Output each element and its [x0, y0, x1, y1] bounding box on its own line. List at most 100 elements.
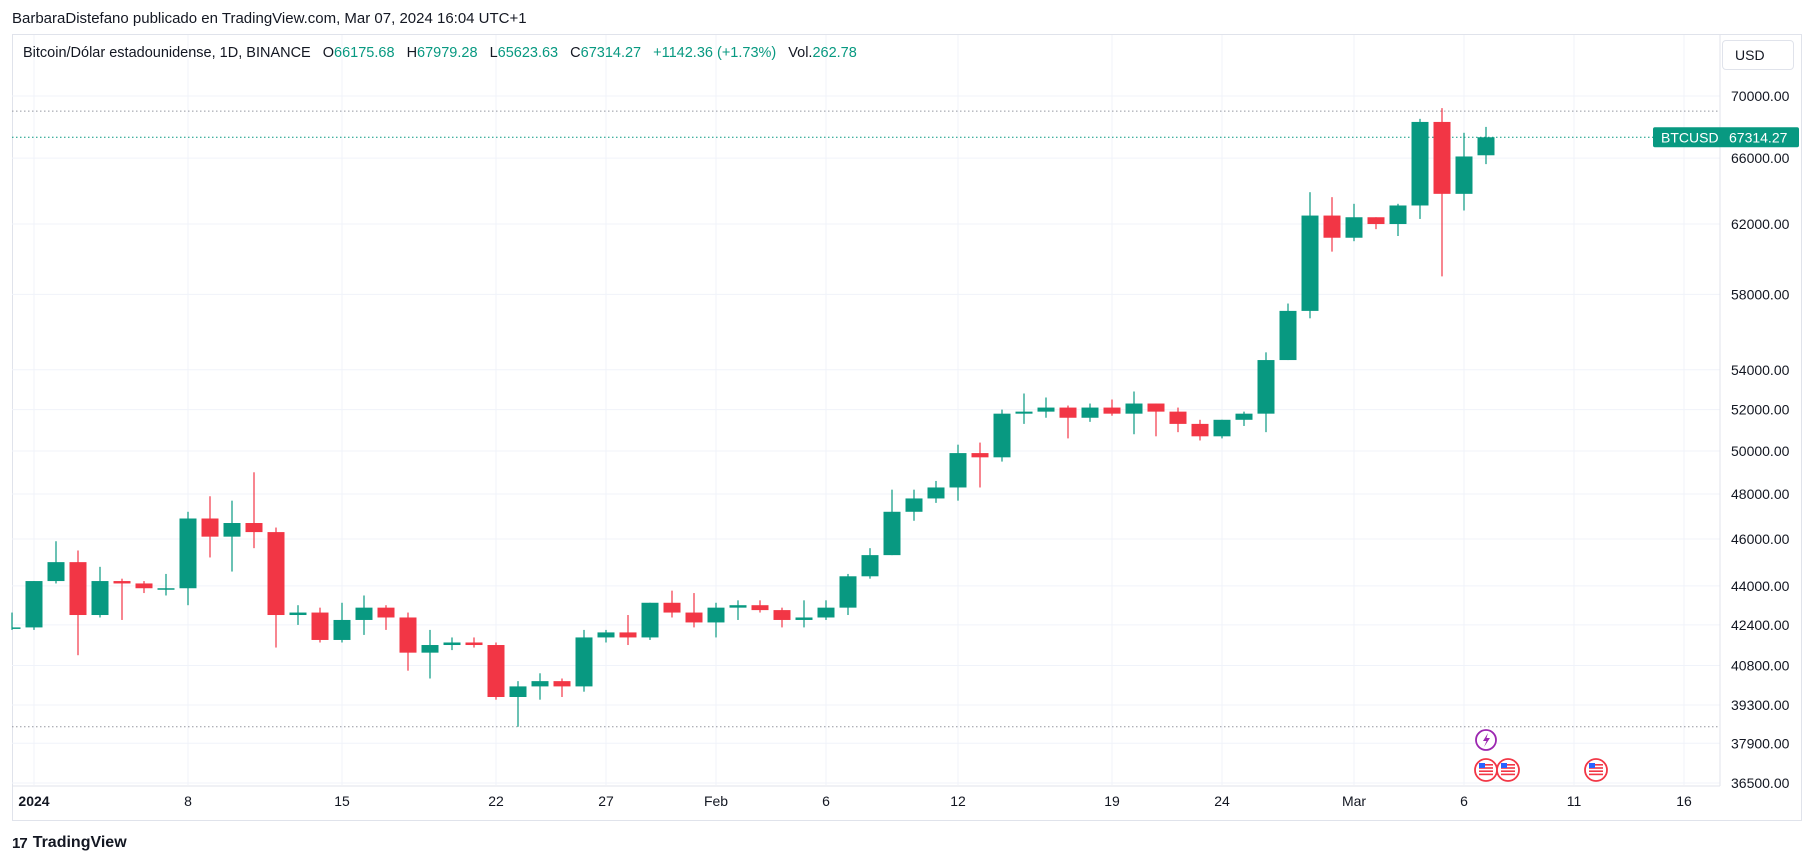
- candle[interactable]: [641, 602, 659, 640]
- candle[interactable]: [949, 444, 967, 501]
- price-tick-label: 46000.00: [1731, 531, 1790, 547]
- price-tick-label: 58000.00: [1731, 286, 1790, 302]
- candle[interactable]: [487, 642, 505, 700]
- candle[interactable]: [971, 442, 989, 488]
- candle[interactable]: [91, 566, 109, 618]
- change-value: +1142.36 (+1.73%): [653, 45, 777, 61]
- candle[interactable]: [1279, 303, 1297, 361]
- candle[interactable]: [223, 500, 241, 572]
- us-flag-icon[interactable]: [1584, 758, 1608, 782]
- time-tick-label: 15: [334, 793, 350, 809]
- candle[interactable]: [531, 673, 549, 700]
- candle[interactable]: [685, 593, 703, 628]
- candle[interactable]: [333, 602, 351, 643]
- candle[interactable]: [245, 472, 263, 549]
- candle-body: [1301, 215, 1319, 311]
- candle[interactable]: [113, 578, 131, 620]
- candle-body: [179, 518, 197, 589]
- candle[interactable]: [1455, 132, 1473, 211]
- candle[interactable]: [993, 409, 1011, 462]
- candle[interactable]: [47, 541, 65, 584]
- symbol-description[interactable]: Bitcoin/Dólar estadounidense, 1D, BINANC…: [23, 45, 311, 61]
- candle[interactable]: [1477, 126, 1495, 165]
- candle[interactable]: [839, 573, 857, 616]
- volume-value: 262.78: [812, 45, 857, 61]
- time-tick-label: 6: [822, 793, 830, 809]
- candle[interactable]: [1103, 399, 1121, 416]
- candle[interactable]: [25, 581, 43, 630]
- candle[interactable]: [1235, 411, 1253, 426]
- candle[interactable]: [773, 607, 791, 628]
- candle-body: [1191, 423, 1209, 437]
- candle[interactable]: [465, 637, 483, 648]
- candle[interactable]: [1191, 419, 1209, 441]
- time-tick-label: 24: [1214, 793, 1230, 809]
- tradingview-logo[interactable]: 17 TradingView: [12, 834, 127, 852]
- candle[interactable]: [1411, 118, 1429, 219]
- candle[interactable]: [1081, 403, 1099, 422]
- candle-body: [663, 602, 681, 613]
- candle[interactable]: [575, 629, 593, 692]
- candle[interactable]: [1257, 352, 1275, 433]
- candle-body: [553, 681, 571, 687]
- candle[interactable]: [355, 595, 373, 635]
- currency-button[interactable]: USD: [1722, 40, 1794, 70]
- candle-body: [817, 607, 835, 618]
- candle[interactable]: [817, 600, 835, 620]
- candle[interactable]: [1125, 391, 1143, 435]
- candle[interactable]: [289, 605, 307, 625]
- candle[interactable]: [179, 511, 197, 606]
- candle[interactable]: [553, 678, 571, 697]
- candle[interactable]: [795, 600, 813, 628]
- us-flag-icon[interactable]: [1474, 758, 1498, 782]
- candle[interactable]: [751, 600, 769, 613]
- candle-body: [1213, 419, 1231, 437]
- candle[interactable]: [421, 629, 439, 679]
- candle[interactable]: [1367, 217, 1385, 230]
- lightning-icon[interactable]: [1475, 729, 1497, 751]
- candle[interactable]: [861, 548, 879, 579]
- price-tick-label: 62000.00: [1731, 216, 1790, 232]
- candle[interactable]: [135, 581, 153, 594]
- candle[interactable]: [311, 607, 329, 643]
- candle-body: [949, 453, 967, 488]
- candle[interactable]: [1433, 108, 1451, 277]
- candle[interactable]: [729, 600, 747, 620]
- candle-body: [333, 619, 351, 640]
- time-tick-label: Feb: [704, 793, 728, 809]
- candle[interactable]: [377, 605, 395, 630]
- candle[interactable]: [707, 602, 725, 638]
- us-flag-icon[interactable]: [1496, 758, 1520, 782]
- candle[interactable]: [11, 612, 21, 630]
- candle[interactable]: [201, 496, 219, 558]
- candle[interactable]: [267, 527, 285, 648]
- candle[interactable]: [1323, 197, 1341, 252]
- candle-body: [751, 605, 769, 611]
- candle[interactable]: [883, 489, 901, 556]
- candle[interactable]: [905, 489, 923, 521]
- candle-body: [597, 632, 615, 638]
- time-tick-label: 11: [1567, 793, 1582, 809]
- candle[interactable]: [1147, 403, 1165, 437]
- candle[interactable]: [1015, 393, 1033, 424]
- candle[interactable]: [399, 612, 417, 671]
- candle[interactable]: [927, 480, 945, 503]
- candle[interactable]: [1213, 419, 1231, 439]
- candle[interactable]: [1059, 405, 1077, 439]
- close-value: 67314.27: [580, 45, 642, 61]
- candle[interactable]: [509, 681, 527, 727]
- candle[interactable]: [157, 573, 175, 596]
- candle[interactable]: [1389, 203, 1407, 237]
- price-tick-label: 36500.00: [1731, 775, 1790, 791]
- candle-body: [971, 453, 989, 458]
- candle[interactable]: [1345, 203, 1363, 242]
- candle[interactable]: [1169, 407, 1187, 433]
- candle[interactable]: [1037, 397, 1055, 418]
- candle[interactable]: [663, 590, 681, 618]
- candle[interactable]: [619, 615, 637, 646]
- candle[interactable]: [597, 629, 615, 643]
- candle[interactable]: [443, 637, 461, 651]
- candle[interactable]: [1301, 192, 1319, 319]
- candle[interactable]: [69, 550, 87, 656]
